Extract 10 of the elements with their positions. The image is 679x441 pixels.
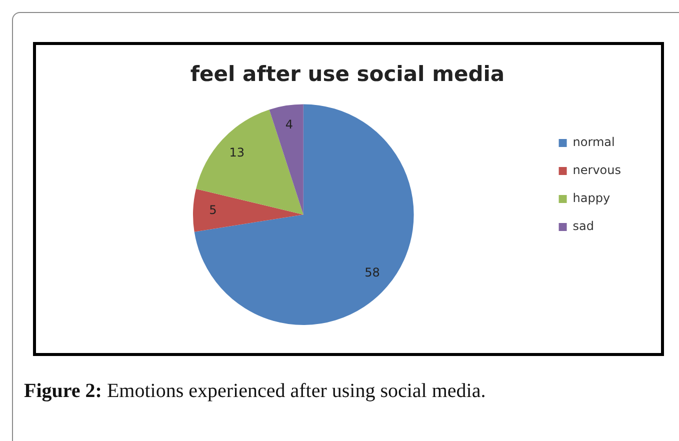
legend-label: nervous [572, 163, 622, 178]
data-label: 4 [285, 117, 294, 132]
data-label: 5 [209, 203, 217, 218]
caption: Figure 2: Emotions experienced after using social media. [24, 380, 486, 402]
data-label: 58 [364, 266, 380, 280]
legend-label: happy [572, 191, 610, 206]
legend-label: normal [572, 135, 615, 150]
data-label: 13 [229, 145, 245, 160]
legend-label: sad [572, 219, 594, 234]
chart-title: feel after use social media [190, 62, 505, 86]
